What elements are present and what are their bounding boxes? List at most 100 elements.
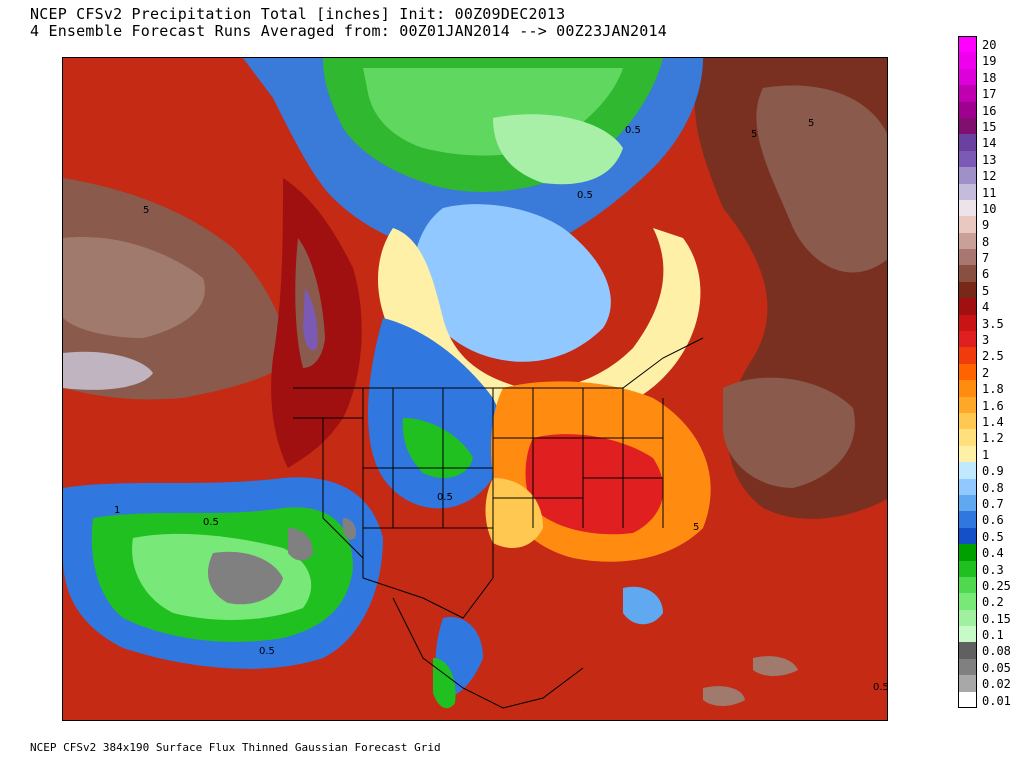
legend-item: 1 [958,445,1018,463]
legend-swatch [958,167,977,184]
legend-label: 0.05 [982,660,1011,675]
legend-label: 16 [982,103,997,118]
legend-label: 0.01 [982,693,1011,708]
legend-item: 0.9 [958,462,1018,479]
legend-label: 0.2 [982,595,1004,610]
legend-label: 4 [982,300,990,315]
legend-item: 17 [958,85,1018,102]
legend-label: 0.5 [982,529,1004,544]
legend-swatch [958,232,977,250]
legend-item: 10 [958,199,1018,217]
legend-swatch [958,675,977,692]
legend-label: 12 [982,169,997,184]
contour-label: 5 [751,129,757,140]
legend-label: 6 [982,267,990,282]
legend-item: 1.2 [958,429,1018,446]
legend-item: 0.25 [958,576,1018,594]
legend-swatch [958,183,977,200]
legend-swatch [958,609,977,627]
legend-label: 13 [982,152,997,167]
legend-swatch [958,363,977,381]
legend-swatch [958,445,977,463]
legend-label: 3.5 [982,316,1004,331]
legend-item: 1.6 [958,396,1018,413]
legend-label: 20 [982,38,997,52]
legend-label: 0.7 [982,496,1004,511]
legend-swatch [958,347,977,364]
legend-swatch [958,281,977,299]
legend-item: 18 [958,68,1018,86]
legend-item: 13 [958,150,1018,168]
legend-label: 0.3 [982,562,1004,577]
legend-swatch [958,265,977,282]
legend-item: 0.8 [958,478,1018,495]
contour-label: 5 [808,118,814,129]
legend-swatch [958,478,977,495]
legend-label: 15 [982,119,997,134]
legend-item: 0.4 [958,544,1018,561]
legend-label: 0.4 [982,546,1004,561]
legend-label: 9 [982,218,990,233]
legend-label: 1.8 [982,382,1004,397]
contour-label: 0.5 [873,682,888,693]
legend-swatch [958,593,977,610]
legend-label: 8 [982,234,990,249]
legend-label: 19 [982,54,997,69]
legend-item: 0.05 [958,658,1018,676]
legend-swatch [958,85,977,102]
legend-label: 11 [982,185,997,200]
legend-item: 2 [958,363,1018,381]
legend-item: 0.3 [958,560,1018,577]
legend-swatch [958,199,977,217]
legend-label: 18 [982,70,997,85]
legend-swatch [958,380,977,397]
chart-title-line-1: NCEP CFSv2 Precipitation Total [inches] … [30,5,566,23]
legend-label: 0.8 [982,480,1004,495]
legend-item: 3.5 [958,314,1018,332]
legend-swatch [958,314,977,332]
legend-item: 8 [958,232,1018,250]
legend-item: 0.1 [958,626,1018,643]
legend-item: 1.4 [958,412,1018,430]
contour-label: 0.5 [577,190,593,201]
contour-label: 5 [693,522,699,533]
legend-swatch [958,642,977,659]
legend-item: 0.2 [958,593,1018,610]
legend-swatch [958,249,977,266]
contour-label: 5 [143,205,149,216]
legend-swatch [958,36,977,53]
legend-swatch [958,691,977,709]
legend-item: 3 [958,331,1018,348]
legend-label: 17 [982,87,997,102]
legend-item: 1.8 [958,380,1018,397]
legend-label: 0.1 [982,628,1004,643]
legend-label: 0.15 [982,611,1011,626]
legend-swatch [958,576,977,594]
legend-swatch [958,150,977,168]
legend-item: 5 [958,281,1018,299]
legend-swatch [958,658,977,676]
legend-swatch [958,494,977,512]
color-legend: 20 19 18 17 16 15 14 13 12 11 10 9 8 7 6 5 4 3.5 3 2.5 2 1.8 1… [958,36,1018,709]
legend-item: 12 [958,167,1018,184]
contour-label: 1 [114,505,120,516]
legend-swatch [958,52,977,69]
legend-item: 9 [958,216,1018,233]
legend-swatch [958,412,977,430]
legend-item: 0.6 [958,511,1018,528]
legend-item: 14 [958,134,1018,151]
legend-label: 2.5 [982,349,1004,364]
chart-title-line-2: 4 Ensemble Forecast Runs Averaged from: … [30,22,667,40]
legend-label: 0.08 [982,644,1011,659]
legend-swatch [958,216,977,233]
legend-label: 3 [982,333,990,348]
legend-item: 7 [958,249,1018,266]
legend-item: 2.5 [958,347,1018,364]
legend-label: 14 [982,136,997,151]
legend-swatch [958,331,977,348]
legend-swatch [958,511,977,528]
legend-swatch [958,68,977,86]
contour-label: 0.5 [203,517,219,528]
precipitation-map: 5 0.5 5 5 1 0.5 0.5 0.5 0.5 5 0.5 [62,57,888,721]
legend-swatch [958,117,977,135]
